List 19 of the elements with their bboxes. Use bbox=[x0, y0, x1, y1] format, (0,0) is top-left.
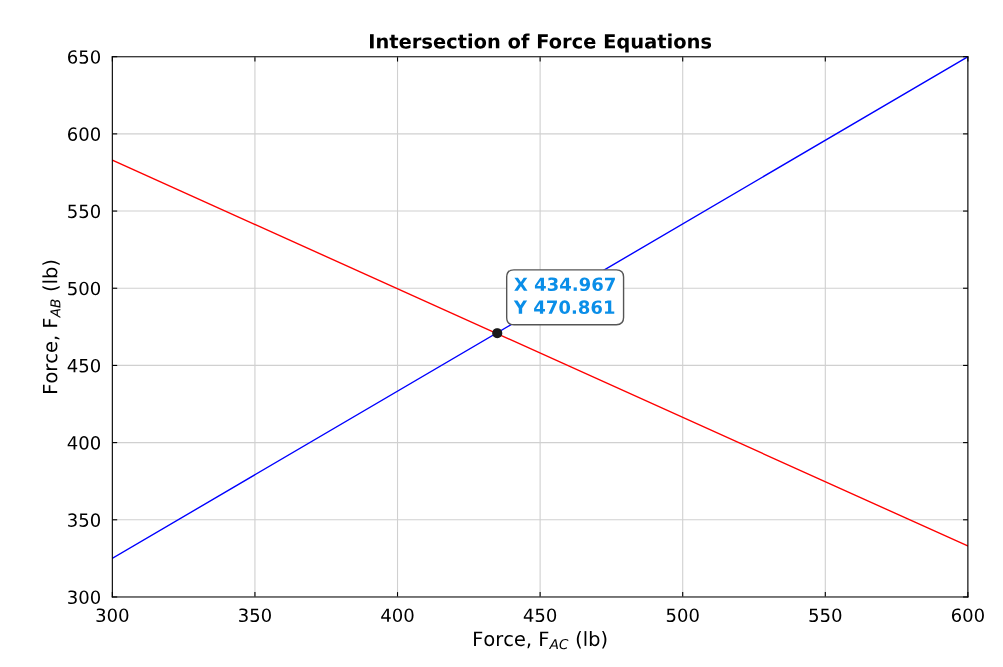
x-tick-label: 550 bbox=[809, 608, 842, 623]
y-tick-label: 450 bbox=[67, 358, 101, 373]
y-tick-label: 600 bbox=[68, 127, 101, 141]
y-axis-title: Force, F$_{AB}$ (lb) bbox=[42, 260, 61, 393]
y-tick-label: 650 bbox=[68, 50, 101, 64]
x-tick-label: 350 bbox=[239, 608, 271, 623]
x-axis-title: Force, F$_{AC}$ (lb) bbox=[474, 631, 607, 650]
y-tick-label: 400 bbox=[67, 436, 101, 450]
x-tick-label: 500 bbox=[666, 608, 699, 623]
y-tick-label: 500 bbox=[68, 281, 101, 296]
x-tick-label: 300 bbox=[96, 608, 129, 623]
x-tick-label: 450 bbox=[523, 608, 557, 623]
y-tick-label: 300 bbox=[68, 590, 101, 605]
chart-title: Intersection of Force Equations bbox=[370, 33, 712, 53]
y-tick-label: 350 bbox=[68, 513, 101, 527]
x-tick-label: 400 bbox=[381, 608, 414, 623]
y-tick-label: 550 bbox=[68, 204, 101, 219]
x-tick-label: 600 bbox=[951, 608, 984, 623]
annotation: X 434.967 Y 470.861 bbox=[513, 277, 615, 315]
